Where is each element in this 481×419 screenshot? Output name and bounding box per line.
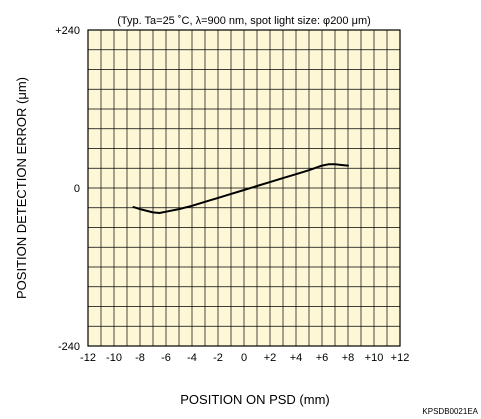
x-tick-label: +12 [391,352,410,364]
x-tick-label: 0 [241,352,247,364]
series-line [132,163,349,214]
x-tick-label: -10 [106,352,122,364]
figure-code: KPSDB0021EA [422,407,478,416]
x-tick-label: -6 [161,352,171,364]
x-axis-label: POSITION ON PSD (mm) [180,392,330,407]
x-tick-label: -2 [213,352,223,364]
x-tick-label: -8 [135,352,145,364]
x-tick-labels: -12 -10 -8 -6 -4 -2 0 +2 +4 +6 +8 +10 +12 [80,352,409,364]
plot-frame [87,29,401,347]
y-axis-label: POSITION DETECTION ERROR (μm) [14,77,29,299]
y-tick-label: -240 [58,341,80,353]
series-layer [132,163,349,214]
y-tick-label: 0 [74,183,80,195]
x-tick-label: +8 [342,352,355,364]
x-tick-label: +2 [264,352,277,364]
x-tick-label: -4 [187,352,197,364]
x-tick-label: +4 [290,352,303,364]
grid [88,30,400,346]
y-tick-label: +240 [55,25,80,37]
x-tick-label: +6 [316,352,329,364]
chart-title: (Typ. Ta=25 ˚C, λ=900 nm, spot light siz… [117,15,371,27]
x-tick-label: -12 [80,352,96,364]
y-tick-labels: +240 0 -240 [55,25,80,353]
x-tick-label: +10 [365,352,384,364]
